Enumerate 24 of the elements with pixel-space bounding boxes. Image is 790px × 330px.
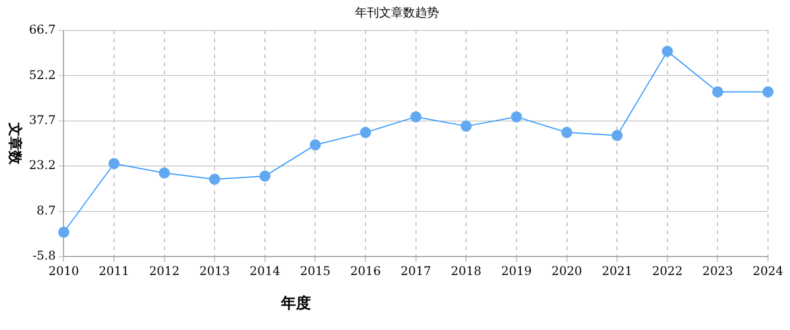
x-tick-label: 2024 bbox=[752, 264, 784, 278]
y-tick-label: 8.7 bbox=[36, 203, 56, 218]
y-tick-label: 23.2 bbox=[29, 158, 56, 172]
y-tick-label: -5.8 bbox=[32, 248, 56, 263]
y-tick-label: 66.7 bbox=[29, 22, 56, 37]
x-tick-label: 2010 bbox=[48, 264, 79, 278]
x-tick-label: 2023 bbox=[702, 264, 733, 278]
chart-title: 年刊文章数趋势 bbox=[355, 5, 439, 20]
x-tick-label: 2016 bbox=[350, 264, 381, 278]
x-tick-label: 2014 bbox=[250, 264, 281, 278]
x-tick-label: 2022 bbox=[652, 264, 683, 278]
y-tick-label: 37.7 bbox=[29, 113, 56, 128]
x-tick-label: 2015 bbox=[300, 264, 331, 278]
x-tick-label: 2020 bbox=[552, 264, 582, 278]
x-tick-label: 2021 bbox=[602, 264, 632, 278]
x-tick-label: 2018 bbox=[450, 264, 482, 278]
y-axis-title: 文章数 bbox=[6, 122, 24, 166]
x-tick-label: 2012 bbox=[149, 264, 180, 278]
x-tick-label: 2013 bbox=[199, 264, 230, 278]
x-tick-label: 2011 bbox=[98, 264, 130, 278]
x-tick-label: 2019 bbox=[501, 264, 532, 278]
x-tick-label: 2017 bbox=[400, 264, 432, 278]
y-tick-label: 52.2 bbox=[29, 68, 56, 82]
x-axis-title: 年度 bbox=[280, 294, 311, 312]
